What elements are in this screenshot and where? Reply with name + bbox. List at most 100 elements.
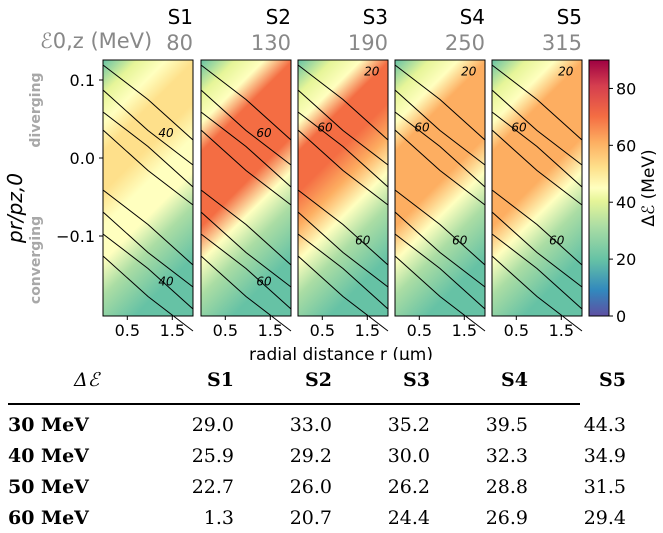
x-tick-label: 0.5	[115, 321, 140, 340]
table-cell: 28.8	[485, 475, 528, 498]
contour-line	[297, 111, 389, 188]
table-cell: 39.5	[485, 413, 528, 436]
table-cell: 29.0	[191, 413, 234, 436]
contour-line	[491, 129, 583, 206]
table-row-label: 50 MeV	[8, 475, 89, 498]
heatmap-area	[298, 60, 388, 316]
panel-energy: 315	[542, 31, 582, 55]
contour-line	[200, 211, 292, 288]
panel-frame	[297, 59, 389, 317]
table-header-row: Δℰ S1 S2 S3 S4 S5	[8, 364, 626, 401]
contour-line	[297, 255, 389, 332]
heatmap-area	[201, 60, 291, 316]
contour-line	[200, 64, 292, 141]
contour-line	[102, 255, 194, 332]
contour-line	[297, 129, 389, 206]
table-col-header: S3	[403, 368, 430, 391]
contour-label: 40	[158, 274, 174, 288]
panel-energy: 80	[166, 31, 193, 55]
contour-line	[200, 233, 292, 310]
y-axis-label: pr/pz,0	[3, 173, 27, 244]
contour-line	[491, 64, 583, 141]
contour-line	[200, 111, 292, 188]
x-tick-label: 1.5	[160, 321, 185, 340]
contour-line	[394, 111, 486, 188]
contour-line	[200, 189, 292, 266]
colorbar-tick-label: 0	[616, 307, 626, 326]
contour-line	[102, 211, 194, 288]
table-cell: 1.3	[203, 506, 234, 529]
energy-label: ℰ0,z (MeV)	[40, 29, 152, 53]
heatmap-panel-s5: 20 60 60 0.5 1.5	[491, 59, 583, 340]
colorbar-tick-label: 20	[616, 250, 636, 269]
table-corner: Δℰ	[74, 368, 100, 391]
table-cell: 25.9	[191, 444, 234, 467]
contour-line	[394, 64, 486, 141]
y-tick-label: 0.0	[70, 149, 95, 168]
table-cell: 34.9	[583, 444, 626, 467]
table-cell: 29.2	[289, 444, 332, 467]
panel-frame	[102, 59, 194, 317]
table-col-header: S1	[207, 368, 234, 391]
contour-line	[102, 189, 194, 266]
heatmap-panel-s4: 20 60 60 0.5 1.5	[394, 59, 486, 340]
x-tick-label: 0.5	[504, 321, 529, 340]
panel-frame	[394, 59, 486, 317]
heatmap-area	[492, 60, 582, 316]
contour-line	[491, 233, 583, 310]
table-cell: 26.0	[289, 475, 332, 498]
contour-label: 20	[364, 64, 380, 78]
table-row: 60 MeV 1.3 20.7 24.4 26.9 29.4	[8, 502, 626, 533]
table-col-header: S5	[599, 368, 626, 391]
table-row-label: 30 MeV	[8, 413, 89, 436]
heatmap-area	[395, 60, 485, 316]
contour-label: 40	[158, 126, 174, 140]
panel-frame	[200, 59, 292, 317]
contour-line	[102, 89, 194, 166]
table-cell: 33.0	[289, 413, 332, 436]
colorbar-tick-label: 40	[616, 193, 636, 212]
x-axis-label: radial distance r (μm)	[249, 345, 433, 360]
panel-name: S2	[266, 5, 291, 29]
table-row-label: 40 MeV	[8, 444, 89, 467]
contour-line	[200, 129, 292, 206]
contour-line	[394, 255, 486, 332]
contour-line	[297, 211, 389, 288]
table-cell: 20.7	[289, 506, 332, 529]
table-row-label: 60 MeV	[8, 506, 89, 529]
contour-label: 60	[317, 121, 333, 135]
contour-label: 60	[511, 121, 527, 135]
heatmap-panel-s2: 60 60 0.5 1.5	[200, 59, 292, 340]
x-tick-label: 1.5	[549, 321, 574, 340]
table-cell: 26.2	[387, 475, 430, 498]
table-cell: 35.2	[387, 413, 430, 436]
table-cell: 32.3	[485, 444, 528, 467]
contour-line	[102, 233, 194, 310]
x-tick-label: 1.5	[258, 321, 283, 340]
panel-energy: 130	[251, 31, 291, 55]
table-cell: 44.3	[583, 413, 626, 436]
contour-line	[102, 129, 194, 206]
x-tick-label: 0.5	[407, 321, 432, 340]
contour-line	[394, 233, 486, 310]
contour-label: 60	[549, 233, 565, 247]
y-side-label-converging: converging	[28, 216, 44, 304]
table-cell: 31.5	[583, 475, 626, 498]
contour-label: 60	[414, 121, 430, 135]
panel-name: S4	[460, 5, 485, 29]
contour-line	[297, 233, 389, 310]
contour-line	[394, 189, 486, 266]
panel-name: S5	[557, 5, 582, 29]
heatmap-area	[103, 60, 193, 316]
contour-line	[200, 255, 292, 332]
table-row: 30 MeV 29.0 33.0 35.2 39.5 44.3	[8, 401, 626, 440]
y-tick-label: 0.1	[70, 71, 95, 90]
x-tick-label: 1.5	[452, 321, 477, 340]
contour-label: 60	[256, 274, 272, 288]
contour-line	[394, 211, 486, 288]
panel-energy: 250	[445, 31, 485, 55]
colorbar	[588, 59, 610, 317]
contour-label: 60	[452, 233, 468, 247]
table-cell: 29.4	[583, 506, 626, 529]
y-side-label-diverging: diverging	[28, 72, 44, 147]
